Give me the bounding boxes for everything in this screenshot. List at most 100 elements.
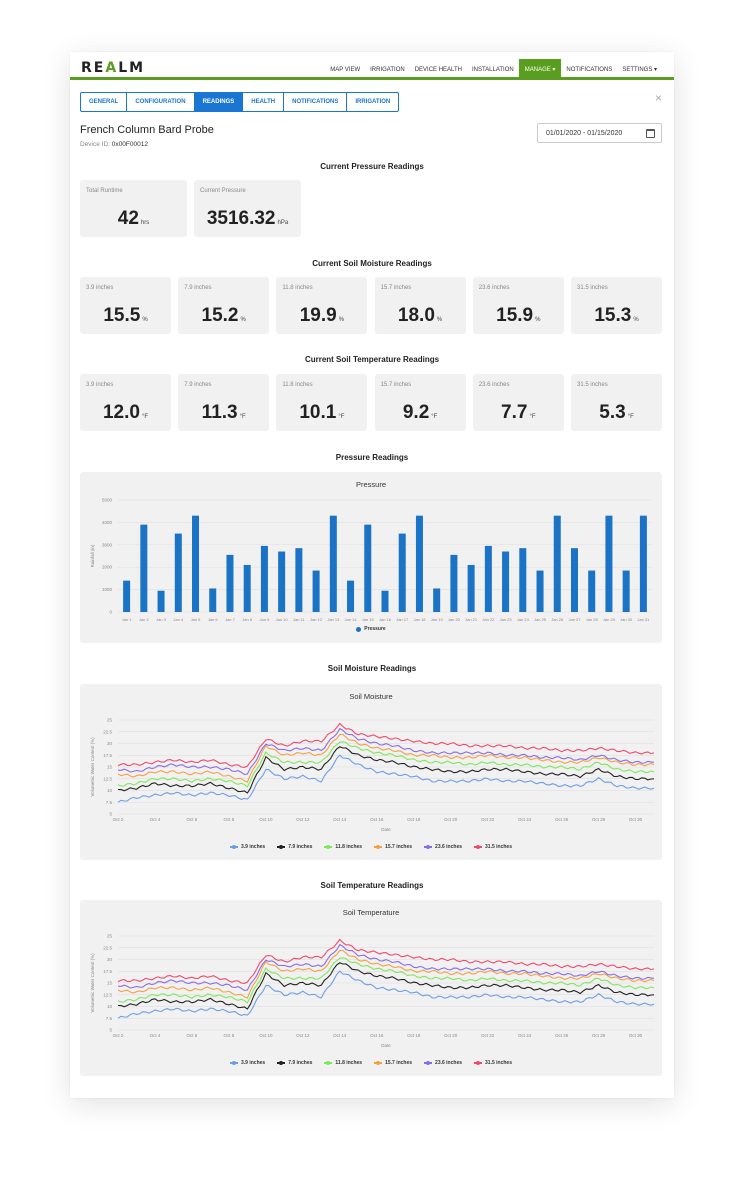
y-tick-label: 20 [107, 957, 113, 962]
x-tick-label: Oct 24 [518, 817, 532, 822]
bar-jan-10[interactable] [278, 551, 286, 612]
stat-value: 10.1 °F [299, 402, 345, 423]
moisture-card-31-5-inches: 31.5 inches 15.3% [571, 277, 662, 334]
series-line-31-5-inches[interactable] [117, 722, 655, 768]
temp-card-7-9-inches: 7.9 inches 11.3 °F [178, 374, 270, 431]
series-line-31-5-inches[interactable] [117, 938, 655, 984]
legend-item-23-6-inches[interactable]: 23.6 inches [424, 1060, 462, 1066]
tab-configuration[interactable]: CONFIGURATION [127, 93, 195, 111]
bar-jan-18[interactable] [415, 515, 423, 612]
stat-unit: % [633, 317, 639, 323]
legend-item-15-7-inches[interactable]: 15.7 inches [374, 1060, 412, 1066]
tab-general[interactable]: GENERAL [81, 93, 128, 111]
bar-jan-2[interactable] [140, 524, 148, 612]
bar-jan-5[interactable] [192, 515, 200, 612]
series-line-15-7-inches[interactable] [117, 733, 655, 783]
bar-jan-30[interactable] [622, 570, 630, 612]
series-line-11-8-inches[interactable] [117, 957, 655, 1004]
x-tick-label: Jan 11 [293, 617, 305, 622]
bar-jan-12[interactable] [312, 570, 320, 612]
legend-label: 31.5 inches [485, 844, 512, 850]
moisture-summary-title: Current Soil Moisture Readings [312, 259, 432, 268]
nav-item-notifications[interactable]: NOTIFICATIONS [566, 66, 613, 73]
tab-notifications[interactable]: NOTIFICATIONS [284, 93, 348, 111]
stat-unit: % [142, 317, 148, 323]
legend-item-11-8-inches[interactable]: 11.8 inches [324, 1060, 362, 1066]
close-icon[interactable]: × [654, 91, 662, 105]
temp-chart-panel: Soil Temperature 5 7.5 10 12.5 15 17.5 20 22.5 2… [80, 900, 662, 1076]
series-line-7-9-inches[interactable] [117, 962, 655, 1010]
series-line-11-8-inches[interactable] [117, 741, 655, 788]
bar-jan-27[interactable] [570, 548, 578, 612]
nav-item-manage[interactable]: MANAGE ▾ [518, 59, 562, 80]
bar-jan-14[interactable] [347, 580, 355, 612]
stat-value: 5.3 °F [599, 402, 634, 423]
calendar-icon[interactable] [646, 129, 655, 138]
y-tick-label: 5 [109, 1028, 112, 1033]
x-tick-label: Jan 6 [208, 617, 219, 622]
temp-card-23-6-inches: 23.6 inches 7.7 °F [472, 374, 564, 431]
bar-jan-29[interactable] [605, 515, 613, 612]
legend-item-11-8-inches[interactable]: 11.8 inches [324, 844, 362, 850]
nav-item-settings[interactable]: SETTINGS ▾ [622, 67, 657, 73]
nav-item-irrigation[interactable]: IRRIGATION [370, 66, 405, 73]
legend-label: 11.8 inches [335, 1060, 363, 1066]
bar-jan-11[interactable] [295, 548, 303, 612]
date-range-picker[interactable]: 01/01/2020 - 01/15/2020 [537, 123, 662, 143]
bar-jan-8[interactable] [243, 564, 251, 612]
x-tick-label: Jan 28 [586, 617, 599, 622]
x-tick-label: Oct 22 [481, 817, 495, 822]
bar-jan-17[interactable] [398, 533, 406, 612]
legend-swatch [474, 844, 483, 849]
legend-item-23-6-inches[interactable]: 23.6 inches [424, 844, 462, 850]
pressure-chart-title: Pressure [355, 480, 386, 489]
legend-item-3-9-inches[interactable]: 3.9 inches [230, 844, 265, 850]
bar-jan-13[interactable] [329, 515, 337, 612]
bar-jan-9[interactable] [260, 545, 268, 612]
bar-jan-4[interactable] [174, 533, 182, 612]
bar-jan-26[interactable] [553, 515, 561, 612]
series-line-3-9-inches[interactable] [117, 754, 655, 803]
bar-jan-31[interactable] [639, 515, 647, 612]
legend-label: 7.9 inches [288, 844, 313, 850]
legend-item-pressure[interactable]: Pressure [356, 626, 386, 632]
bar-jan-25[interactable] [536, 570, 544, 612]
bar-jan-15[interactable] [364, 524, 372, 612]
stat-value: 15.5% [103, 305, 148, 326]
nav-item-installation[interactable]: INSTALLATION [471, 66, 514, 73]
tab-health[interactable]: HEALTH [243, 93, 285, 111]
series-line-15-7-inches[interactable] [117, 949, 655, 999]
series-line-23-6-inches[interactable] [117, 727, 655, 775]
legend-item-31-5-inches[interactable]: 31.5 inches [474, 844, 512, 850]
bar-jan-6[interactable] [209, 588, 217, 612]
nav-item-device-health[interactable]: DEVICE HEALTH [414, 66, 462, 73]
x-tick-label: Oct 26 [555, 817, 569, 822]
bar-jan-23[interactable] [502, 551, 510, 612]
bar-jan-28[interactable] [588, 570, 596, 612]
legend-item-15-7-inches[interactable]: 15.7 inches [374, 844, 412, 850]
bar-jan-16[interactable] [381, 590, 389, 612]
bar-jan-7[interactable] [226, 554, 234, 612]
bar-jan-20[interactable] [450, 554, 458, 612]
series-line-7-9-inches[interactable] [117, 746, 655, 794]
x-tick-label: Oct 4 [150, 1033, 161, 1038]
realm-logo[interactable]: REALM [81, 60, 146, 76]
series-line-3-9-inches[interactable] [117, 970, 655, 1019]
legend-item-3-9-inches[interactable]: 3.9 inches [230, 1060, 265, 1066]
legend-item-7-9-inches[interactable]: 7.9 inches [277, 1060, 312, 1066]
bar-jan-3[interactable] [157, 590, 165, 612]
bar-jan-22[interactable] [484, 545, 492, 612]
bar-jan-24[interactable] [519, 548, 527, 612]
series-line-23-6-inches[interactable] [117, 943, 655, 991]
nav-item-map-view[interactable]: MAP VIEW [330, 66, 361, 73]
bar-jan-19[interactable] [433, 588, 441, 612]
tab-irrigation[interactable]: IRRIGATION [355, 99, 391, 105]
legend-item-31-5-inches[interactable]: 31.5 inches [474, 1060, 512, 1066]
legend-item-7-9-inches[interactable]: 7.9 inches [277, 844, 312, 850]
bar-jan-1[interactable] [123, 580, 131, 612]
tab-readings[interactable]: READINGS [194, 93, 244, 111]
moisture-card-3-9-inches: 3.9 inches 15.5% [80, 277, 171, 334]
stat-value: 7.7 °F [501, 402, 536, 423]
x-tick-label: Oct 16 [370, 817, 384, 822]
bar-jan-21[interactable] [467, 564, 475, 612]
